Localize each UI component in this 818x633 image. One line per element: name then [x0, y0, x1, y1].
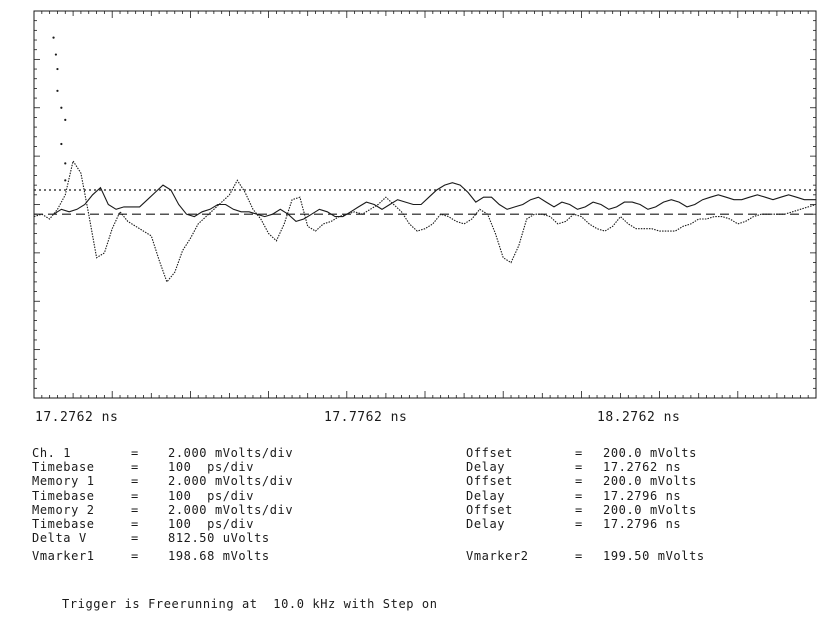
- setting-equals-2: =: [575, 549, 583, 564]
- trace-point: [64, 179, 67, 182]
- setting-label-2: Vmarker2: [466, 549, 529, 564]
- setting-value: 100 ps/div: [168, 516, 255, 531]
- setting-equals: =: [131, 531, 139, 546]
- setting-value-2: 17.2796 ns: [603, 516, 682, 531]
- setting-label: Timebase: [32, 488, 95, 503]
- setting-equals-2: =: [575, 488, 583, 503]
- setting-label: Memory 2: [32, 502, 95, 517]
- setting-value: 2.000 mVolts/div: [168, 474, 294, 489]
- setting-label: Timebase: [32, 516, 95, 531]
- oscilloscope-display: [33, 10, 817, 399]
- x-tick-label-right: 18.2762 ns: [597, 410, 681, 425]
- setting-equals: =: [131, 474, 139, 489]
- setting-label-2: Offset: [466, 446, 513, 460]
- setting-label: Delta V: [32, 531, 87, 546]
- setting-label-2: Delay: [466, 488, 506, 503]
- setting-value: 2.000 mVolts/div: [168, 446, 294, 460]
- setting-value: 100 ps/div: [168, 488, 255, 503]
- trace-point: [60, 142, 63, 146]
- setting-label-2: Delay: [466, 516, 506, 531]
- setting-value-2: 17.2796 ns: [603, 488, 682, 503]
- trace-point: [54, 53, 57, 56]
- x-tick-label-left: 17.2762 ns: [35, 410, 119, 425]
- setting-value-2: 200.0 mVolts: [603, 446, 697, 460]
- x-tick-label-center: 17.7762 ns: [324, 410, 408, 425]
- trace-point: [52, 36, 55, 39]
- setting-value-2: 200.0 mVolts: [603, 502, 697, 517]
- setting-value-2: 17.2762 ns: [603, 460, 682, 475]
- setting-label: Vmarker1: [32, 549, 95, 564]
- trace-point: [64, 162, 67, 165]
- trace-point: [64, 118, 67, 121]
- setting-equals-2: =: [575, 460, 583, 475]
- setting-value: 100 ps/div: [168, 460, 255, 475]
- setting-value: 812.50 uVolts: [168, 531, 270, 546]
- setting-equals: =: [131, 488, 139, 503]
- setting-equals: =: [131, 549, 139, 564]
- trace-point: [56, 67, 59, 71]
- setting-label: Memory 1: [32, 474, 95, 489]
- setting-label: Ch. 1: [32, 446, 72, 460]
- setting-value: 2.000 mVolts/div: [168, 502, 294, 517]
- trigger-status-text: Trigger is Freerunning at 10.0 kHz with …: [62, 597, 438, 611]
- setting-equals: =: [131, 460, 139, 475]
- waveform-ch1-trace: [33, 159, 817, 284]
- setting-label-2: Delay: [466, 460, 506, 475]
- setting-equals: =: [131, 516, 139, 531]
- trace-point: [60, 106, 63, 109]
- setting-value: 198.68 mVolts: [168, 549, 270, 564]
- setting-label-2: Offset: [466, 474, 513, 489]
- trace-point: [56, 89, 59, 92]
- setting-equals-2: =: [575, 516, 583, 531]
- setting-label-2: Offset: [466, 502, 513, 517]
- setting-equals: =: [131, 446, 139, 460]
- setting-equals-2: =: [575, 446, 583, 460]
- setting-value-2: 200.0 mVolts: [603, 474, 697, 489]
- setting-equals: =: [131, 502, 139, 517]
- setting-label: Timebase: [32, 460, 95, 475]
- waveform-memory-trace: [53, 182, 816, 223]
- setting-equals-2: =: [575, 474, 583, 489]
- setting-equals-2: =: [575, 502, 583, 517]
- plot-frame: [33, 10, 817, 399]
- setting-value-2: 199.50 mVolts: [603, 549, 705, 564]
